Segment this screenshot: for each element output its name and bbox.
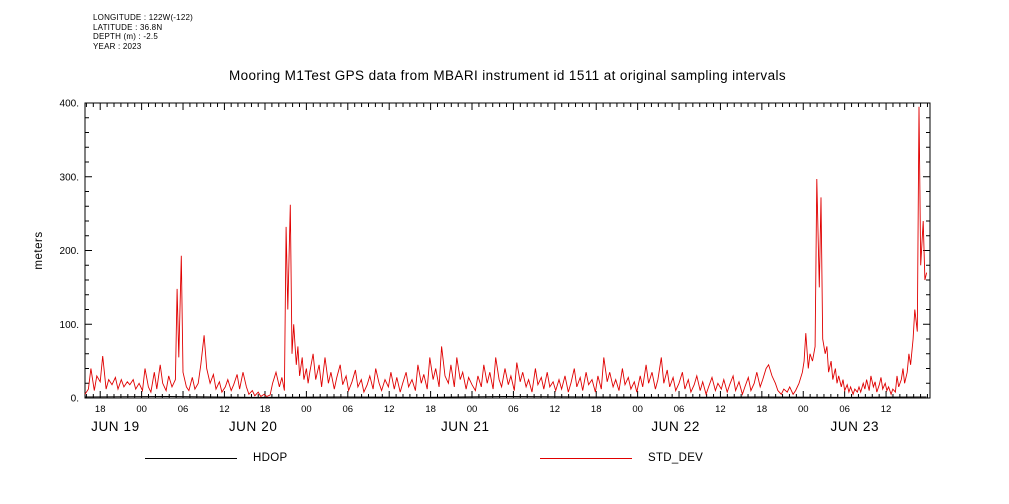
- x-hour-label: 00: [632, 404, 643, 415]
- x-date-label: JUN 20: [229, 419, 278, 434]
- x-hour-label: 12: [715, 404, 726, 415]
- metadata-latitude: LATITUDE : 36.8N: [93, 22, 163, 32]
- x-hour-label: 06: [674, 404, 685, 415]
- legend-item-hdop: HDOP: [145, 452, 287, 464]
- x-hour-label: 18: [425, 404, 436, 415]
- y-tick-label: 400.: [60, 99, 79, 110]
- y-tick-label: 100.: [60, 320, 79, 331]
- x-hour-label: 18: [757, 404, 768, 415]
- legend-label-hdop: HDOP: [253, 452, 288, 464]
- x-date-label: JUN 21: [441, 419, 490, 434]
- x-date-label: JUN 23: [830, 419, 879, 434]
- x-hour-label: 06: [343, 404, 354, 415]
- metadata-box: LONGITUDE : 122W(-122) LATITUDE : 36.8N …: [93, 13, 193, 51]
- x-hour-label: 18: [95, 404, 106, 415]
- chart-title: Mooring M1Test GPS data from MBARI instr…: [228, 68, 787, 83]
- x-hour-label: 18: [260, 404, 271, 415]
- x-hour-label: 00: [467, 404, 478, 415]
- x-hour-label: 00: [301, 404, 312, 415]
- stddev-line-swatch: [540, 457, 632, 459]
- x-hour-label: 12: [219, 404, 230, 415]
- y-tick-label: 0.: [71, 394, 79, 405]
- hdop-series-line: [84, 396, 927, 398]
- x-date-label: JUN 22: [651, 419, 700, 434]
- metadata-longitude: LONGITUDE : 122W(-122): [93, 13, 193, 22]
- x-hour-label: 00: [798, 404, 809, 415]
- y-axis-title: meters: [33, 231, 45, 269]
- y-tick-label: 300.: [60, 172, 79, 183]
- x-date-label: JUN 19: [91, 419, 140, 434]
- hdop-line-swatch: [145, 457, 237, 459]
- metadata-year: YEAR : 2023: [93, 41, 142, 51]
- std_dev-series-line: [84, 106, 928, 398]
- legend-item-stddev: STD_DEV: [540, 452, 703, 464]
- metadata-depth: DEPTH (m) : -2.5: [93, 32, 158, 41]
- x-hour-label: 06: [839, 404, 850, 415]
- x-hour-label: 00: [136, 404, 147, 415]
- plot-frame: [84, 102, 931, 399]
- x-hour-label: 12: [550, 404, 561, 415]
- x-hour-label: 18: [591, 404, 602, 415]
- legend-label-stddev: STD_DEV: [648, 452, 704, 464]
- x-hour-label: 12: [384, 404, 395, 415]
- x-hour-label: 12: [881, 404, 892, 415]
- x-hour-label: 06: [178, 404, 189, 415]
- y-tick-label: 200.: [60, 246, 79, 257]
- x-hour-label: 06: [508, 404, 519, 415]
